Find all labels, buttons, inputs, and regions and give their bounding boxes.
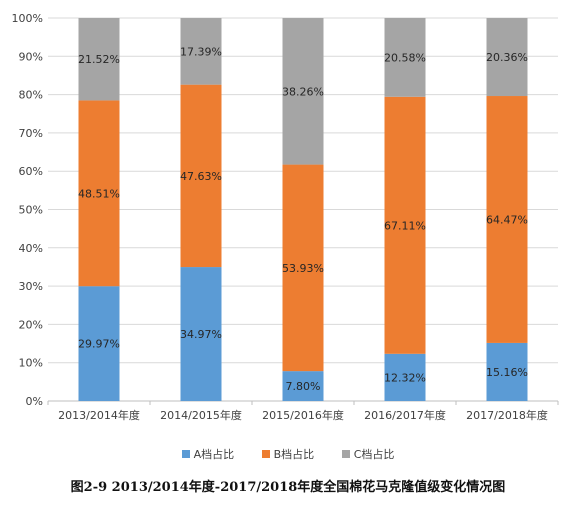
legend-swatch-b xyxy=(261,450,270,458)
bar-segment xyxy=(282,18,324,165)
x-tick-label: 2017/2018年度 xyxy=(466,408,548,422)
bar-segment xyxy=(384,353,426,401)
y-tick-label: 70% xyxy=(19,127,43,140)
y-tick-label: 10% xyxy=(19,357,43,370)
legend-label-b: B档占比 xyxy=(273,448,315,461)
x-tick-label: 2014/2015年度 xyxy=(160,408,242,422)
y-tick-label: 0% xyxy=(26,395,43,408)
bar-segment xyxy=(282,371,324,401)
bar-segment xyxy=(486,96,528,343)
data-label: 64.47% xyxy=(486,213,528,226)
data-label: 21.52% xyxy=(78,53,120,66)
legend-label-a: A档占比 xyxy=(193,448,235,461)
legend-item-b: B档占比 xyxy=(261,446,315,462)
data-label: 53.93% xyxy=(282,262,324,275)
bar-segment xyxy=(78,18,120,101)
data-label: 7.80% xyxy=(286,380,321,393)
data-label: 12.32% xyxy=(384,371,426,384)
y-tick-label: 30% xyxy=(19,280,43,293)
y-tick-label: 20% xyxy=(19,318,43,331)
x-axis-ticks: 2013/2014年度 2014/2015年度 2015/2016年度 2016/20… xyxy=(47,401,559,422)
y-tick-label: 50% xyxy=(19,204,43,217)
data-label: 15.16% xyxy=(486,366,528,379)
data-label: 34.97% xyxy=(180,328,222,341)
y-tick-label: 40% xyxy=(19,242,43,255)
bar-segment xyxy=(180,84,222,268)
bar-segment xyxy=(78,100,120,287)
stacked-bar-chart: 0% 10% 20% 30% 40% 50% 60% 70% 80% 90% 100% 29.97%… xyxy=(12,12,559,422)
data-label: 47.63% xyxy=(180,170,222,183)
y-tick-label: 80% xyxy=(19,89,43,102)
data-label: 48.51% xyxy=(78,187,120,200)
data-label: 29.97% xyxy=(78,338,120,351)
bar-segment xyxy=(180,18,222,85)
figure-caption: 图2-9 2013/2014年度-2017/2018年度全国棉花马克隆值级变化情… xyxy=(70,480,506,495)
legend: A档占比 B档占比 C档占比 xyxy=(0,446,576,462)
bar-segment xyxy=(180,267,222,401)
data-label: 20.36% xyxy=(486,51,528,64)
data-label: 67.11% xyxy=(384,219,426,232)
x-tick-label: 2016/2017年度 xyxy=(364,408,446,422)
legend-item-a: A档占比 xyxy=(181,446,235,462)
y-tick-label: 100% xyxy=(12,12,43,25)
y-axis-ticks: 0% 10% 20% 30% 40% 50% 60% 70% 80% 90% 100% xyxy=(12,12,43,408)
legend-item-c: C档占比 xyxy=(341,446,395,462)
data-label: 17.39% xyxy=(180,45,222,58)
data-label: 20.58% xyxy=(384,51,426,64)
bar-segment xyxy=(282,164,324,372)
bar-segment xyxy=(78,286,120,401)
y-tick-label: 90% xyxy=(19,50,43,63)
legend-swatch-a xyxy=(181,450,190,458)
legend-label-c: C档占比 xyxy=(353,448,395,461)
bar-segment xyxy=(486,342,528,401)
legend-swatch-c xyxy=(341,450,350,458)
bars: 29.97% 48.51% 21.52% 34.97% 47.63% 17.39% 7.80… xyxy=(78,17,528,401)
bar-segment xyxy=(384,17,426,97)
bar-segment xyxy=(486,18,528,97)
y-tick-label: 60% xyxy=(19,165,43,178)
bar-segment xyxy=(384,96,426,354)
x-tick-label: 2015/2016年度 xyxy=(262,408,344,422)
x-tick-label: 2013/2014年度 xyxy=(58,408,140,422)
data-label: 38.26% xyxy=(282,85,324,98)
